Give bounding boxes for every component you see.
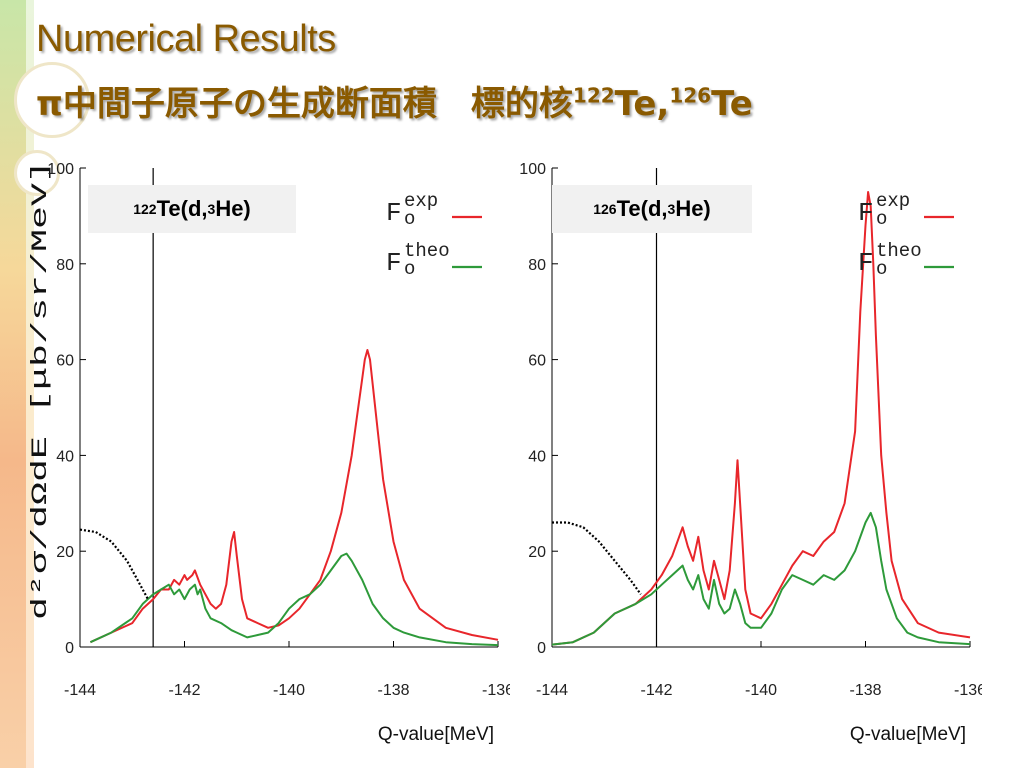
- reaction-mid: Te(d,: [156, 196, 208, 221]
- reaction-mass-b: 3: [667, 201, 676, 217]
- y-tick-label: 80: [528, 257, 546, 274]
- legend-sup: exp: [404, 190, 438, 212]
- y-tick-label: 100: [519, 161, 546, 178]
- legend-base: F: [386, 248, 402, 278]
- legend-sub: o: [876, 258, 887, 280]
- subtitle-element-1: Te,: [614, 84, 670, 124]
- reaction-label-126te: 126 Te(d, 3 He): [552, 185, 752, 233]
- chart-126te: 0 20 40 60 80 100 -144 -142 -140 -138 -136 Q-value[…: [519, 161, 982, 745]
- x-tick-label: -144: [64, 682, 96, 699]
- reaction-mid: Te(d,: [616, 196, 668, 221]
- reaction-mass-a: 126: [593, 201, 617, 217]
- legend-sub: o: [404, 258, 415, 280]
- x-tick-label: -144: [536, 682, 568, 699]
- x-tick-label: -142: [168, 682, 200, 699]
- x-tick-label: -136: [954, 682, 982, 699]
- y-tick-label: 40: [528, 448, 546, 465]
- x-axis-label: Q-value[MeV]: [378, 724, 494, 745]
- reaction-end: He): [675, 196, 711, 221]
- reaction-label-122te: 122 Te(d, 3 He): [88, 185, 296, 233]
- reaction-mass-b: 3: [207, 201, 216, 217]
- decor-circle: [14, 150, 60, 196]
- x-tick-label: -140: [745, 682, 777, 699]
- left-decor-strip: [0, 0, 26, 768]
- x-tick-label: -138: [377, 682, 409, 699]
- reaction-end: He): [215, 196, 251, 221]
- x-tick-label: -142: [640, 682, 672, 699]
- series-exp: [89, 349, 499, 644]
- x-tick-label: -140: [273, 682, 305, 699]
- legend-base: F: [858, 198, 874, 228]
- series-theo: [89, 552, 499, 647]
- legend-sub: o: [404, 208, 415, 230]
- y-tick-label: 100: [47, 161, 74, 178]
- subtitle-mass-126: 126: [669, 83, 712, 108]
- chart-122te: 0 20 40 60 80 100 -144 -142 -140 -138 -136 Q-value[…: [47, 161, 510, 745]
- y-tick-label: 0: [537, 640, 546, 657]
- subtitle-mass-122: 122: [572, 83, 615, 108]
- x-tick-label: -136: [482, 682, 510, 699]
- legend-base: F: [386, 198, 402, 228]
- y-axis-label: d²σ/dΩdE [μb/sr/MeV]: [28, 160, 53, 620]
- x-axis-label: Q-value[MeV]: [850, 724, 966, 745]
- series-exp: [551, 191, 971, 646]
- y-tick-label: 20: [56, 544, 74, 561]
- legend-sup: theo: [876, 240, 922, 262]
- y-tick-label: 60: [528, 353, 546, 370]
- slide-subtitle: π中間子原子の生成断面積 標的核122Te,126Te: [36, 76, 753, 125]
- series-dotted: [552, 521, 642, 595]
- reaction-mass-a: 122: [133, 201, 157, 217]
- series-theo: [551, 511, 971, 646]
- series-dotted: [79, 528, 149, 600]
- y-tick-label: 0: [65, 640, 74, 657]
- legend-base: F: [858, 248, 874, 278]
- y-tick-label: 60: [56, 353, 74, 370]
- y-axis-label-text: d²σ/dΩdE [μb/sr/MeV]: [28, 160, 53, 620]
- subtitle-text: π中間子原子の生成断面積 標的核: [36, 84, 573, 124]
- y-tick-label: 20: [528, 544, 546, 561]
- x-tick-label: -138: [849, 682, 881, 699]
- slide-title: Numerical Results: [36, 18, 336, 60]
- left-decor-strip-light: [26, 0, 34, 768]
- legend-sup: exp: [876, 190, 910, 212]
- subtitle-element-2: Te: [711, 84, 753, 124]
- decor-circle: [14, 62, 90, 138]
- legend-sub: o: [876, 208, 887, 230]
- y-tick-label: 80: [56, 257, 74, 274]
- y-tick-label: 40: [56, 448, 74, 465]
- legend-sup: theo: [404, 240, 450, 262]
